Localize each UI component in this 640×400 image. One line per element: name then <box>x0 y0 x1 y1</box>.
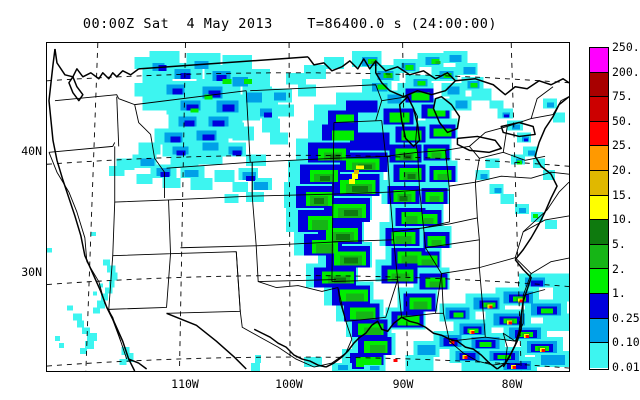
colorbar-band-2 <box>590 244 608 270</box>
colorbar-band-001 <box>590 343 608 368</box>
colorbar-band-75 <box>590 72 608 98</box>
colorbar-label-5: 5. <box>612 236 626 251</box>
colorbar-label-10: 10. <box>612 212 633 227</box>
colorbar-band-15 <box>590 171 608 196</box>
x-tick-90w: 90W <box>392 377 414 391</box>
precip-region-california <box>47 231 262 371</box>
coastline <box>48 48 569 371</box>
x-tick-110w: 110W <box>171 377 199 391</box>
colorbar-label-1: 1. <box>612 286 626 301</box>
colorbar-band-50 <box>590 97 608 122</box>
colorbar-label-025: 0.25 <box>612 310 640 325</box>
colorbar-label-50: 50. <box>612 113 633 128</box>
x-tick-80w: 80W <box>501 377 523 391</box>
y-tick-40n: 40N <box>21 144 42 158</box>
colorbar-band-5 <box>590 220 608 245</box>
map-plot-area[interactable] <box>46 42 570 372</box>
precip-region-northern-rockies <box>108 50 344 204</box>
colorbar-band-200 <box>590 48 608 73</box>
figure-title: 00:00Z Sat 4 May 2013 T=86400.0 s (24:00… <box>82 16 498 32</box>
precip-region-southeast <box>393 273 569 371</box>
colorbar-band-10 <box>590 195 608 221</box>
colorbar-band-025 <box>590 294 608 319</box>
colorbar-label-15: 15. <box>612 187 633 202</box>
colorbar-label-200: 200. <box>612 64 640 79</box>
precip-region-appalachians <box>475 98 566 229</box>
colorbar-band-25 <box>590 121 608 147</box>
colorbar-label-20: 20. <box>612 163 633 178</box>
colorbar-band-1 <box>590 269 608 295</box>
colorbar-band-010 <box>590 318 608 344</box>
colorbar-label-001: 0.01 <box>612 360 640 374</box>
colorbar-label-25: 25. <box>612 138 633 153</box>
state-borders <box>48 84 569 368</box>
y-tick-30n: 30N <box>21 265 42 279</box>
colorbar-label-75: 75. <box>612 89 633 104</box>
x-tick-100w: 100W <box>275 377 303 391</box>
colorbar <box>589 47 609 370</box>
graticule <box>47 43 569 371</box>
colorbar-label-250: 250. <box>612 40 640 54</box>
precipitation-field <box>47 50 569 371</box>
colorbar-labels: 250. 200. 75. 50. 25. 20. 15. 10. 5. 2. 1. 0.25 0.10… <box>612 40 640 374</box>
colorbar-label-010: 0.10 <box>612 335 640 350</box>
colorbar-label-2: 2. <box>612 261 626 276</box>
map-canvas <box>47 43 569 371</box>
colorbar-band-20 <box>590 146 608 172</box>
